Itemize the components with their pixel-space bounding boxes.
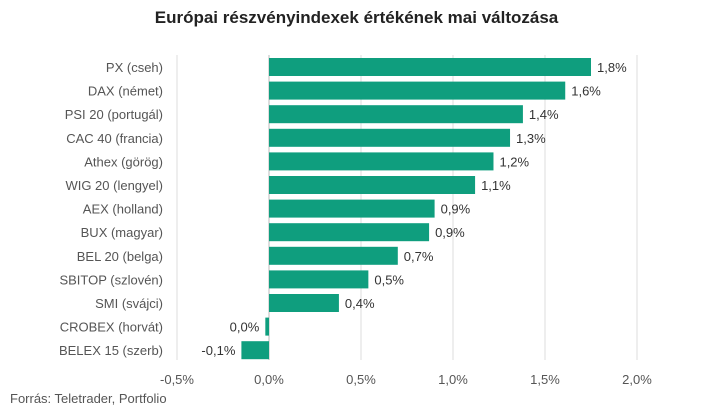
category-label: BEL 20 (belga) (77, 249, 163, 264)
value-label: -0,1% (201, 343, 235, 358)
bar (269, 270, 369, 289)
value-label: 0,5% (374, 272, 404, 287)
bar (269, 176, 476, 194)
category-label: SBITOP (szlovén) (59, 272, 163, 287)
labels: -0,5% 0,0% 0,5% 1,0% 1,5% 2,0% PX (cseh) 1,8% DA… (59, 60, 652, 387)
category-label: CAC 40 (francia) (66, 131, 163, 146)
category-label: SMI (svájci) (95, 296, 163, 311)
x-tick-label: 1,0% (438, 372, 468, 387)
x-tick-label: 1,5% (530, 372, 560, 387)
bars (241, 58, 591, 360)
category-label: PSI 20 (portugál) (65, 107, 163, 122)
x-tick-label: 2,0% (622, 372, 652, 387)
bar (269, 152, 494, 171)
value-label: 1,2% (499, 154, 529, 169)
value-label: 0,9% (441, 202, 471, 217)
value-label: 0,0% (230, 320, 260, 335)
category-label: CROBEX (horvát) (60, 320, 163, 335)
bar (269, 199, 435, 218)
x-tick-label: 0,5% (346, 372, 376, 387)
bar (269, 294, 339, 312)
bar (269, 246, 398, 265)
bar (241, 341, 269, 360)
bar (265, 317, 269, 336)
value-label: 1,6% (571, 84, 601, 99)
value-label: 0,7% (404, 249, 434, 264)
category-label: PX (cseh) (106, 60, 163, 75)
value-label: 0,4% (345, 296, 375, 311)
value-label: 1,3% (516, 131, 546, 146)
x-tick-label: -0,5% (160, 372, 194, 387)
source-note: Forrás: Teletrader, Portfolio (10, 391, 167, 406)
chart-title: Európai részvényindexek értékének mai vá… (154, 8, 559, 27)
bar (269, 58, 591, 76)
value-label: 1,4% (529, 107, 559, 122)
bar (269, 128, 511, 147)
category-label: WIG 20 (lengyel) (65, 178, 163, 193)
value-label: 0,9% (435, 225, 465, 240)
value-label: 1,1% (481, 178, 511, 193)
bar (269, 223, 430, 242)
category-label: BUX (magyar) (81, 225, 163, 240)
bar (269, 81, 566, 100)
bar (269, 105, 523, 124)
x-tick-label: 0,0% (254, 372, 284, 387)
category-label: DAX (német) (88, 84, 163, 99)
category-label: AEX (holland) (83, 202, 163, 217)
value-label: 1,8% (597, 60, 627, 75)
category-label: Athex (görög) (84, 154, 163, 169)
category-label: BELEX 15 (szerb) (59, 343, 163, 358)
